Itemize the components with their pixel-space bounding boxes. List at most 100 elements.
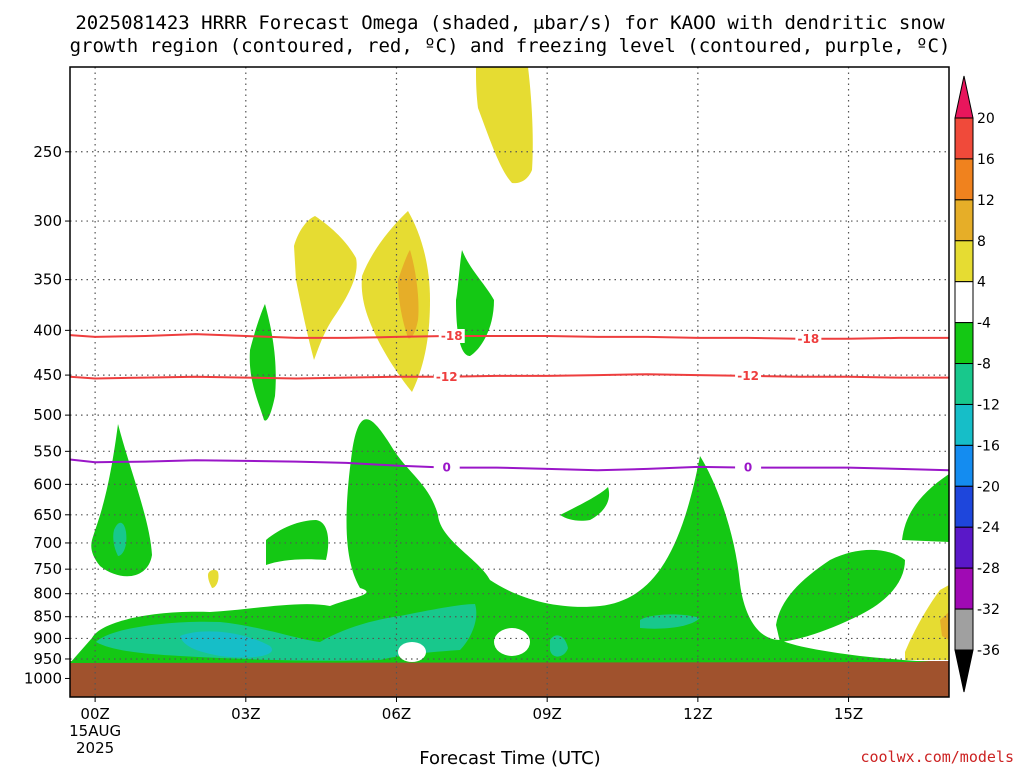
colorbar-box — [954, 444, 974, 487]
colorbar: 20 16 12 8 4 -4 -8 -12 -16 -20 -24 -28 -32 -36 — [954, 75, 1000, 693]
colorbar-top-triangle — [954, 75, 974, 119]
y-tick-label: 900 — [33, 629, 62, 647]
contour-label-bg — [433, 460, 460, 475]
contour-label-bg — [735, 368, 762, 383]
colorbar-box — [954, 240, 974, 283]
contour-label-bg — [438, 328, 465, 343]
x-tick-date: 15AUG — [69, 722, 121, 740]
omega-shade-teal-tower-left — [113, 522, 127, 556]
colorbar-tick-label: -4 — [977, 316, 991, 332]
omega-shade-teal-small — [550, 635, 568, 657]
omega-shade-yellow-small — [208, 569, 219, 588]
colorbar-box — [954, 322, 974, 365]
y-tick-label: 1000 — [24, 669, 62, 687]
terrain-fill — [70, 661, 949, 697]
omega-shade-hole-2 — [494, 628, 530, 656]
y-tick-label: 800 — [33, 585, 62, 603]
y-tick-label: 950 — [33, 650, 62, 668]
contour-line-freezing — [69, 458, 950, 472]
omega-shade-orange-right — [940, 612, 949, 640]
y-tick-label: 450 — [33, 366, 62, 384]
chart-title-line-2: growth region (contoured, red, ºC) and f… — [70, 35, 951, 57]
contour-label-bg — [433, 369, 460, 384]
colorbar-tick-label: -24 — [977, 520, 1000, 536]
y-tick-label: 750 — [33, 560, 62, 578]
colorbar-box — [954, 608, 974, 651]
contour-label: -18 — [798, 332, 820, 346]
colorbar-box — [954, 363, 974, 405]
colorbar-box — [954, 526, 974, 569]
omega-shade-green-midleft — [266, 520, 329, 565]
x-tick-year: 2025 — [76, 739, 114, 757]
plot-frame — [69, 66, 950, 698]
colorbar-tick-label: -32 — [977, 602, 1000, 618]
colorbar-tick-label: -20 — [977, 479, 1000, 495]
y-tick-label: 400 — [33, 321, 62, 339]
contour-label-bg — [795, 331, 822, 346]
colorbar-tick-label: 20 — [977, 111, 995, 127]
x-axis-title: Forecast Time (UTC) — [419, 748, 600, 768]
omega-shade-orange-core — [398, 250, 419, 339]
x-tick-label: 00Z — [80, 705, 109, 723]
x-tick-label: 09Z — [532, 705, 561, 723]
grid-lines — [70, 67, 949, 697]
contour-line-dendritic — [69, 373, 949, 380]
colorbar-box — [954, 567, 974, 610]
x-tick-label: 06Z — [382, 705, 411, 723]
temperature-contours: -18 -18 -12 -12 0 0 — [69, 328, 950, 475]
omega-shade-green-midright — [560, 487, 610, 521]
omega-shade-yellow-right — [905, 585, 949, 660]
omega-shade-teal-right — [640, 614, 700, 629]
omega-shade-green-right-1 — [776, 549, 905, 642]
y-tick-label: 300 — [33, 212, 62, 230]
omega-shade-green-tower-left — [91, 424, 152, 577]
colorbar-box — [954, 117, 974, 160]
colorbar-box — [954, 485, 974, 528]
omega-shade-green-upper-2 — [456, 250, 494, 356]
omega-shading — [70, 67, 949, 697]
y-tick-label: 700 — [33, 534, 62, 552]
colorbar-tick-label: 12 — [977, 193, 995, 209]
contour-label-bg — [735, 460, 762, 475]
colorbar-tick-label: -8 — [977, 357, 991, 373]
omega-shade-green-upper-1 — [249, 304, 276, 421]
colorbar-tick-label: 16 — [977, 152, 995, 168]
colorbar-tick-label: 4 — [977, 275, 986, 291]
colorbar-box — [954, 281, 974, 324]
y-tick-label: 650 — [33, 506, 62, 524]
y-tick-label: 350 — [33, 271, 62, 289]
y-tick-label: 250 — [33, 143, 62, 161]
colorbar-bottom-triangle — [954, 649, 974, 693]
contour-label: -12 — [436, 370, 458, 384]
contour-label: 0 — [744, 461, 752, 475]
contour-label: -18 — [441, 329, 463, 343]
omega-shade-yellow-mid-1 — [294, 216, 357, 360]
colorbar-tick-label: -36 — [977, 643, 1000, 659]
x-tick-label: 15Z — [834, 705, 863, 723]
colorbar-box — [954, 403, 974, 446]
x-tick-label: 03Z — [231, 705, 260, 723]
y-tick-label: 550 — [33, 442, 62, 460]
x-tick-label: 12Z — [683, 705, 712, 723]
contour-label: 0 — [443, 461, 451, 475]
contour-label: -12 — [737, 369, 759, 383]
credit-text: coolwx.com/models — [860, 748, 1014, 766]
colorbar-tick-label: 8 — [977, 234, 986, 250]
y-axis-pressure: 250 300 350 400 450 500 550 600 650 700 750 800 850 9… — [24, 143, 70, 687]
omega-shade-hole-1 — [398, 642, 426, 662]
omega-shade-yellow-mid-2 — [361, 211, 430, 392]
y-tick-label: 600 — [33, 475, 62, 493]
colorbar-box — [954, 199, 974, 242]
colorbar-tick-label: -16 — [977, 438, 1000, 454]
y-tick-label: 500 — [33, 406, 62, 424]
omega-shade-green-lowlevel — [70, 419, 930, 663]
omega-shade-yellow-top — [476, 67, 533, 184]
colorbar-tick-label: -12 — [977, 397, 1000, 413]
chart-title-line-1: 2025081423 HRRR Forecast Omega (shaded, … — [75, 12, 945, 34]
omega-shade-green-right-2 — [902, 474, 949, 542]
colorbar-tick-label: -28 — [977, 561, 1000, 577]
y-tick-label: 850 — [33, 608, 62, 626]
colorbar-box — [954, 158, 974, 201]
